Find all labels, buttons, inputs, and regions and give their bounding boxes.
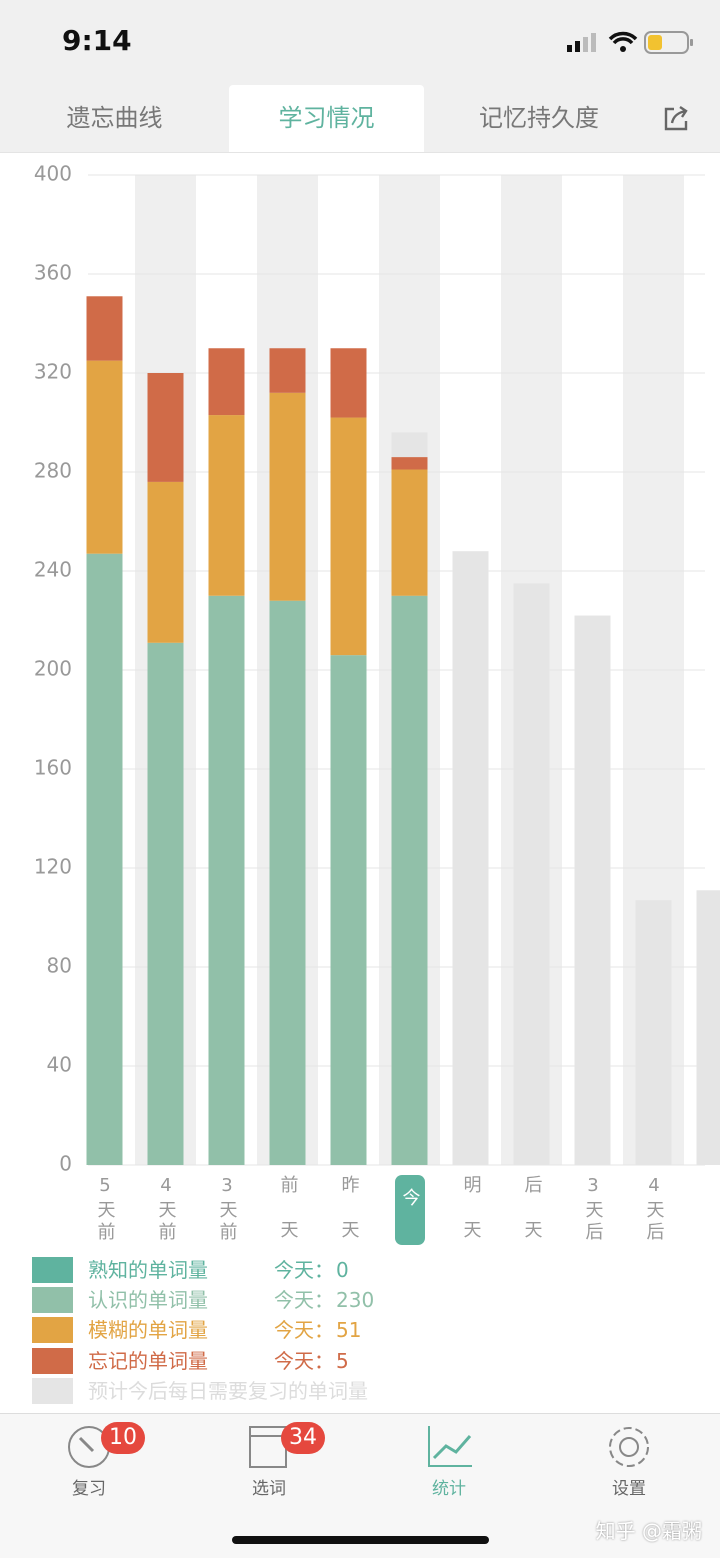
bar-segment [269, 392, 306, 601]
y-tick-label: 160 [34, 756, 72, 780]
tab-label[interactable]: 复习 [72, 1479, 106, 1499]
y-tick-label: 120 [34, 855, 72, 879]
legend-label: 熟知的单词量 [88, 1258, 208, 1282]
x-tick-label: 5天前 [94, 1175, 116, 1244]
clock: 9:14 [62, 24, 132, 57]
x-tick-label: 3天前 [216, 1175, 238, 1244]
tab-strip: 遗忘曲线 学习情况 记忆持久度 [0, 85, 720, 153]
legend-label: 忘记的单词量 [88, 1349, 208, 1373]
badge: 34 [281, 1422, 325, 1454]
x-tick-label: 前天 [277, 1175, 299, 1265]
x-tick-label: 明天 [460, 1175, 482, 1265]
share-icon[interactable] [662, 105, 690, 133]
bar-segment [208, 595, 245, 1165]
y-tick-label: 280 [34, 459, 72, 483]
bar-segment [269, 348, 306, 393]
x-tick-label: 4天前 [155, 1175, 177, 1244]
tab[interactable]: 记忆持久度 [479, 104, 599, 132]
y-tick-label: 80 [47, 954, 72, 978]
tab-bar: 复习 10 选词 34 统计 设置 [0, 1413, 720, 1558]
legend-today-label: 今天： [274, 1258, 334, 1282]
x-tick-label: 4天后 [643, 1175, 665, 1244]
forecast-bar [513, 583, 550, 1165]
bar-segment [269, 600, 306, 1165]
bar-segment [208, 348, 245, 416]
tab-label[interactable]: 设置 [612, 1479, 646, 1499]
tab-label[interactable]: 选词 [252, 1479, 286, 1499]
bar-segment [86, 360, 123, 554]
bar-segment [391, 469, 428, 596]
forecast-bar [635, 900, 672, 1165]
bar-segment [330, 417, 367, 656]
legend-label: 预计今后每日需要复习的单词量 [88, 1379, 368, 1403]
legend-label: 认识的单词量 [88, 1288, 208, 1312]
x-tick-label: 后天 [521, 1175, 543, 1265]
legend-swatch [32, 1257, 73, 1283]
y-tick-label: 360 [34, 261, 72, 285]
tab[interactable]: 遗忘曲线 [66, 104, 163, 132]
x-tick-label: 3天后 [582, 1175, 604, 1244]
y-tick-label: 240 [34, 558, 72, 582]
legend-today-label: 今天： [274, 1318, 334, 1342]
bar-segment [391, 457, 428, 470]
forecast-bar [452, 551, 489, 1165]
bar-segment [208, 415, 245, 596]
x-tick-label: 今天 [370, 1175, 425, 1245]
y-tick-label: 0 [59, 1152, 72, 1176]
legend-today-value: 51 [336, 1318, 362, 1342]
bar-segment [86, 296, 123, 361]
legend-swatch [32, 1378, 73, 1404]
legend-today-label: 今天： [274, 1349, 334, 1373]
bar-segment [330, 655, 367, 1165]
forecast-bar [696, 890, 720, 1165]
bar-segment [86, 553, 123, 1165]
home-indicator [232, 1536, 489, 1544]
bar-segment [147, 481, 184, 643]
legend-today-value: 0 [336, 1258, 349, 1282]
y-tick-label: 200 [34, 657, 72, 681]
legend-swatch [32, 1317, 73, 1343]
legend-label: 模糊的单词量 [88, 1318, 208, 1342]
tab-label[interactable]: 统计 [432, 1479, 466, 1499]
bar-segment [330, 348, 367, 418]
tab[interactable]: 学习情况 [229, 85, 424, 152]
forecast-bar [574, 615, 611, 1165]
y-tick-label: 40 [47, 1053, 72, 1077]
status-icons [567, 31, 693, 54]
chart: 0 40 80 120 160 200 240 280 320 360 400 [34, 162, 720, 1176]
bar-segment [391, 595, 428, 1165]
legend-swatch [32, 1287, 73, 1313]
legend-today-label: 今天： [274, 1288, 334, 1312]
legend-today-value: 5 [336, 1349, 349, 1373]
status-bar: 9:14 [0, 0, 720, 85]
y-tick-label: 320 [34, 360, 72, 384]
x-tick-label: 昨天 [338, 1175, 360, 1265]
badge: 10 [101, 1422, 145, 1454]
bar-segment [147, 642, 184, 1165]
y-tick-label: 400 [34, 162, 72, 186]
watermark: 知乎 @霜粥 [595, 1519, 702, 1543]
legend-swatch [32, 1348, 73, 1374]
legend-today-value: 230 [336, 1288, 375, 1312]
bar-segment [147, 373, 184, 482]
